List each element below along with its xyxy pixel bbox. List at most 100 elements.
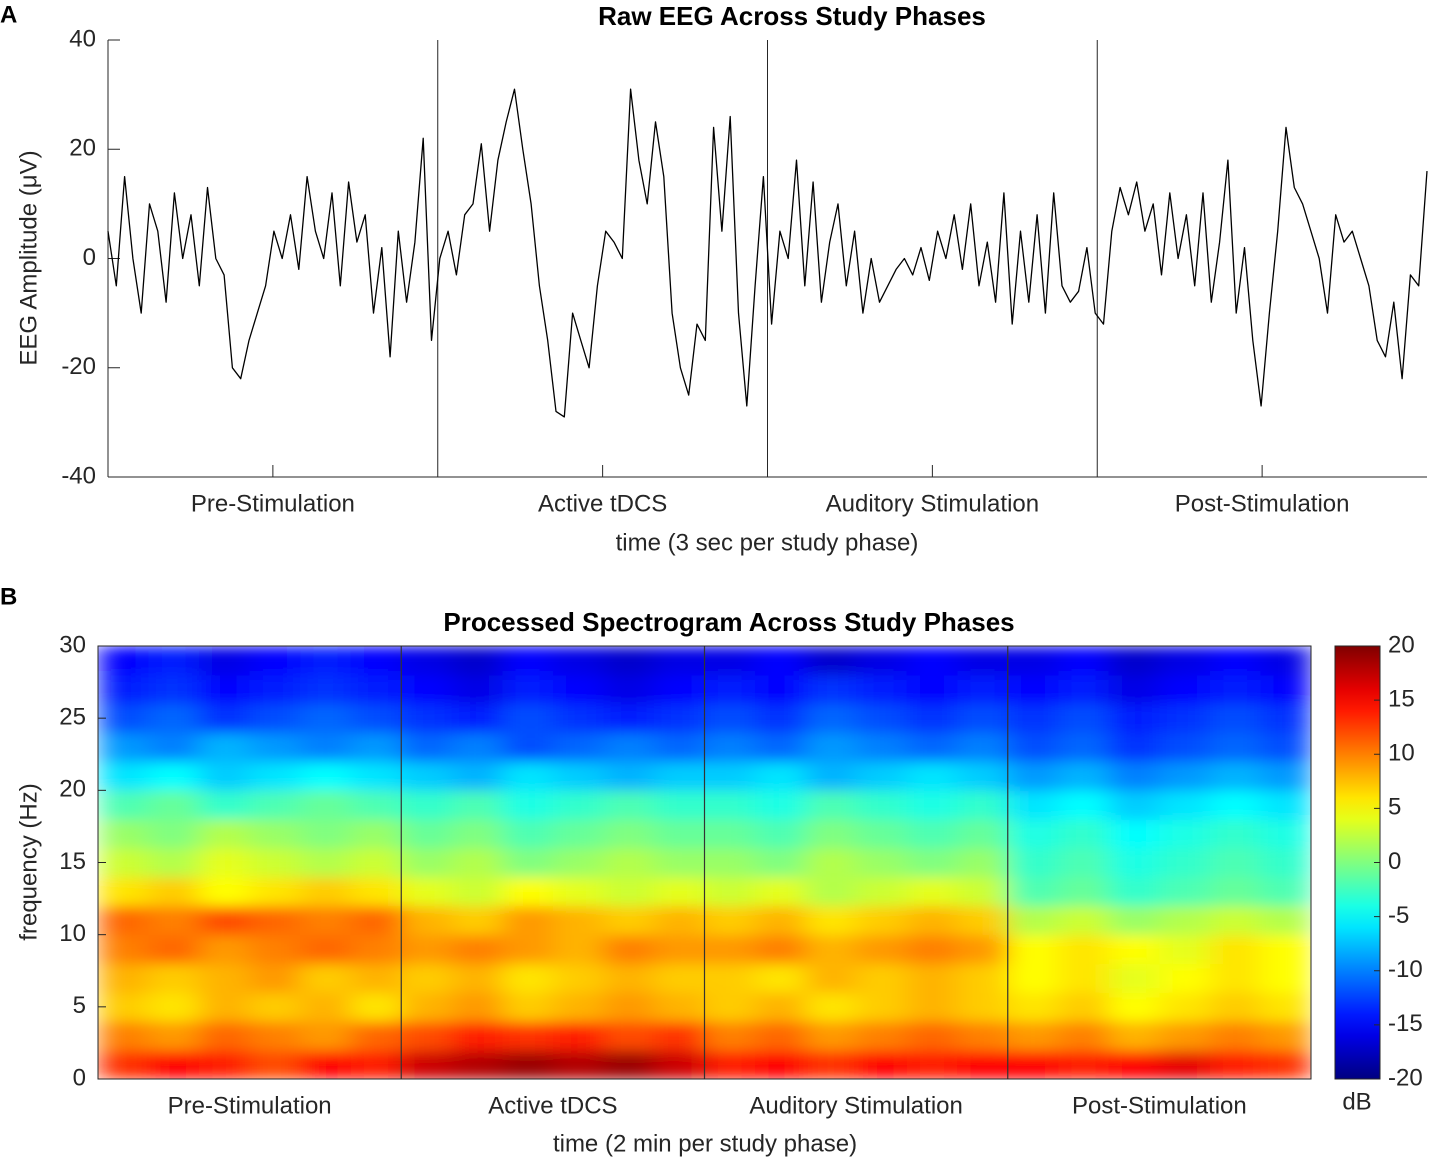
heatmap-cell: [502, 732, 554, 762]
heatmap-cell: [755, 963, 807, 993]
heatmap-cell: [1209, 674, 1261, 705]
heatmap-cell: [199, 732, 251, 762]
heatmap-cell: [1058, 819, 1110, 849]
heatmap-cell: [805, 905, 857, 936]
heatmap-cell: [603, 732, 655, 762]
y-tick-label: 30: [59, 631, 86, 658]
heatmap-cell: [957, 674, 1009, 705]
heatmap-cell: [451, 674, 503, 705]
heatmap-cell: [653, 732, 705, 762]
heatmap-cell: [805, 1021, 857, 1051]
heatmap-cell: [603, 1050, 655, 1079]
heatmap-cell: [199, 1021, 251, 1051]
heatmap-cell: [906, 905, 958, 936]
heatmap-cell: [1260, 761, 1311, 791]
heatmap-cell: [1007, 934, 1059, 965]
heatmap-cell: [653, 876, 705, 907]
heatmap-cell: [653, 703, 705, 734]
heatmap-cell: [704, 905, 756, 936]
heatmap-cell: [350, 905, 402, 936]
heatmap-cell: [502, 876, 554, 907]
heatmap-cell: [805, 732, 857, 762]
heatmap-cell: [704, 1021, 756, 1051]
heatmap-cell: [1007, 761, 1059, 791]
heatmap-cell: [502, 963, 554, 993]
heatmap-cell: [1159, 992, 1211, 1022]
heatmap-cell: [300, 761, 352, 791]
heatmap-cell: [957, 761, 1009, 791]
heatmap-cell: [350, 876, 402, 907]
heatmap-cell: [552, 992, 604, 1022]
heatmap-cell: [249, 703, 301, 734]
y-axis-label: frequency (Hz): [15, 783, 42, 940]
heatmap-cell: [1209, 732, 1261, 762]
heatmap-cell: [1260, 732, 1311, 762]
heatmap-cell: [401, 905, 453, 936]
heatmap-cell: [906, 876, 958, 907]
heatmap-cell: [755, 934, 807, 965]
heatmap-cell: [906, 790, 958, 820]
heatmap-cell: [1108, 703, 1160, 734]
heatmap-cell: [249, 646, 301, 676]
heatmap-cell: [856, 790, 908, 820]
heatmap-cell: [451, 819, 503, 849]
heatmap-cell: [552, 674, 604, 705]
heatmap-cell: [1058, 674, 1110, 705]
x-tick-label: Pre-Stimulation: [168, 1092, 332, 1119]
heatmap-cell: [1007, 963, 1059, 993]
heatmap-cell: [805, 876, 857, 907]
heatmap-cell: [300, 1050, 352, 1079]
heatmap-cell: [98, 703, 150, 734]
heatmap-cell: [199, 876, 251, 907]
heatmap-cell: [98, 963, 150, 993]
heatmap-cell: [1007, 1050, 1059, 1079]
heatmap-cell: [856, 1050, 908, 1079]
heatmap-cell: [1260, 819, 1311, 849]
heatmap-cell: [401, 674, 453, 705]
heatmap-cell: [755, 790, 807, 820]
heatmap-cell: [350, 934, 402, 965]
heatmap-cell: [1260, 876, 1311, 907]
heatmap-cell: [502, 646, 554, 676]
heatmap-cell: [300, 905, 352, 936]
heatmap-cell: [755, 876, 807, 907]
heatmap-cell: [653, 819, 705, 849]
heatmap-cell: [502, 674, 554, 705]
heatmap-cell: [552, 934, 604, 965]
heatmap-cell: [1058, 934, 1110, 965]
heatmap-cell: [148, 876, 200, 907]
heatmap-cell: [1007, 819, 1059, 849]
heatmap-cell: [1209, 963, 1261, 993]
heatmap-cell: [1108, 732, 1160, 762]
heatmap-cell: [1260, 1050, 1311, 1079]
heatmap-cell: [856, 963, 908, 993]
heatmap-cell: [755, 703, 807, 734]
heatmap-cell: [350, 848, 402, 878]
heatmap-cell: [906, 674, 958, 705]
heatmap-cell: [552, 905, 604, 936]
heatmap-cell: [603, 790, 655, 820]
heatmap-cell: [704, 732, 756, 762]
heatmap-cell: [1108, 848, 1160, 878]
heatmap-cell: [300, 703, 352, 734]
heatmap-cell: [805, 819, 857, 849]
heatmap-cell: [653, 963, 705, 993]
heatmap-cell: [1260, 646, 1311, 676]
heatmap-cell: [704, 992, 756, 1022]
heatmap-cell: [401, 1050, 453, 1079]
heatmap-cell: [603, 703, 655, 734]
heatmap-cell: [603, 848, 655, 878]
heatmap-cell: [300, 819, 352, 849]
heatmap-cell: [552, 876, 604, 907]
heatmap-cell: [199, 963, 251, 993]
heatmap-cell: [856, 876, 908, 907]
heatmap-cell: [148, 646, 200, 676]
heatmap-cell: [1260, 703, 1311, 734]
heatmap-cell: [1058, 963, 1110, 993]
heatmap-cell: [805, 790, 857, 820]
heatmap-cell: [300, 732, 352, 762]
heatmap-cell: [1209, 1050, 1261, 1079]
heatmap-cell: [148, 790, 200, 820]
heatmap-cell: [856, 732, 908, 762]
heatmap-cell: [906, 1021, 958, 1051]
